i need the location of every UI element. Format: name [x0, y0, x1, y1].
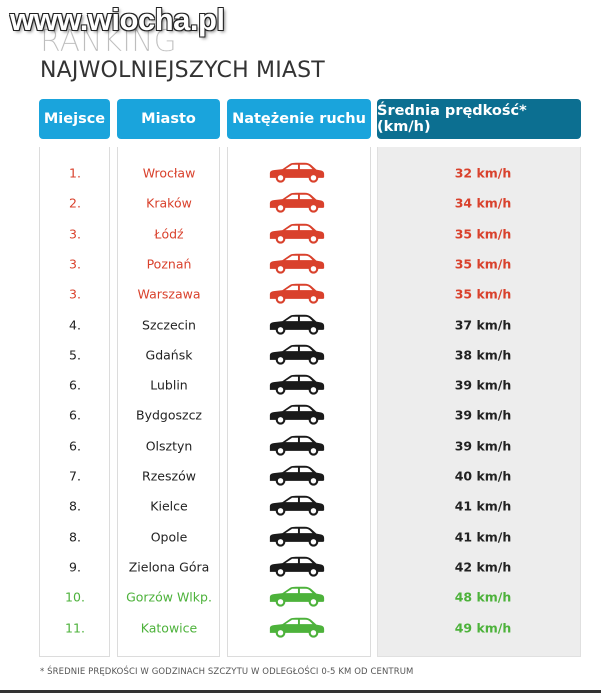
row-speed: 35 km/h	[454, 286, 512, 302]
row-speed: 38 km/h	[454, 347, 512, 363]
row-city: Poznań	[146, 256, 192, 272]
row-speed: 41 km/h	[454, 498, 512, 514]
row-place: 6.	[69, 407, 81, 423]
row-city: Szczecin	[142, 317, 196, 332]
car-black-icon	[266, 524, 328, 548]
row-city: Bydgoszcz	[136, 407, 202, 423]
bottom-divider	[0, 690, 601, 693]
row-place: 11.	[65, 620, 85, 635]
header-traffic: Natężenie ruchu	[227, 99, 371, 139]
row-speed: 48 km/h	[454, 589, 512, 605]
row-speed: 42 km/h	[454, 559, 512, 575]
row-place: 5.	[69, 347, 81, 363]
car-red-icon	[266, 281, 328, 305]
row-speed: 49 km/h	[454, 620, 512, 635]
footnote: * ŚREDNIE PRĘDKOŚCI W GODZINACH SZCZYTU …	[40, 667, 414, 677]
row-city: Gorzów Wlkp.	[126, 589, 212, 605]
row-place: 9.	[69, 559, 81, 575]
row-city: Rzeszów	[142, 468, 196, 484]
car-red-icon	[266, 221, 328, 245]
row-city: Kraków	[146, 195, 192, 211]
car-green-icon	[266, 584, 328, 608]
car-black-icon	[266, 402, 328, 426]
row-city: Łódź	[154, 226, 184, 242]
car-red-icon	[266, 190, 328, 214]
row-city: Lublin	[150, 377, 188, 393]
header-city: Miasto	[117, 99, 220, 139]
row-speed: 35 km/h	[454, 226, 512, 242]
row-city: Warszawa	[137, 286, 201, 302]
row-place: 3.	[69, 226, 81, 242]
row-place: 4.	[69, 317, 81, 332]
row-city: Gdańsk	[145, 347, 193, 363]
column-place	[39, 147, 110, 657]
header-speed: Średnia prędkość* (km/h)	[377, 99, 581, 139]
row-place: 3.	[69, 256, 81, 272]
row-place: 8.	[69, 529, 81, 545]
car-red-icon	[266, 251, 328, 275]
car-green-icon	[266, 615, 328, 639]
car-black-icon	[266, 312, 328, 336]
row-city: Olsztyn	[145, 438, 193, 454]
row-city: Opole	[150, 529, 188, 545]
row-speed: 32 km/h	[454, 165, 512, 181]
row-city: Wrocław	[142, 165, 196, 181]
watermark-logo: www.wiocha.pl	[10, 2, 225, 37]
car-black-icon	[266, 463, 328, 487]
title-ranking: RANKING	[40, 24, 177, 59]
row-place: 6.	[69, 377, 81, 393]
car-black-icon	[266, 372, 328, 396]
row-speed: 39 km/h	[454, 438, 512, 454]
row-speed: 34 km/h	[454, 195, 512, 211]
car-red-icon	[266, 160, 328, 184]
row-speed: 37 km/h	[454, 317, 512, 332]
row-place: 6.	[69, 438, 81, 454]
row-speed: 35 km/h	[454, 256, 512, 272]
row-place: 2.	[69, 195, 81, 211]
column-speed	[377, 147, 581, 657]
row-city: Katowice	[140, 620, 198, 635]
header-place: Miejsce	[39, 99, 110, 139]
row-speed: 40 km/h	[454, 468, 512, 484]
column-city	[117, 147, 220, 657]
row-place: 7.	[69, 468, 81, 484]
row-speed: 39 km/h	[454, 407, 512, 423]
row-place: 3.	[69, 286, 81, 302]
row-place: 8.	[69, 498, 81, 514]
row-place: 1.	[69, 165, 81, 181]
car-black-icon	[266, 342, 328, 366]
row-speed: 41 km/h	[454, 529, 512, 545]
car-black-icon	[266, 554, 328, 578]
row-city: Zielona Góra	[128, 559, 210, 575]
row-speed: 39 km/h	[454, 377, 512, 393]
column-traffic	[227, 147, 371, 657]
row-city: Kielce	[150, 498, 188, 514]
car-black-icon	[266, 493, 328, 517]
page-title: NAJWOLNIEJSZYCH MIAST	[40, 58, 325, 83]
row-place: 10.	[65, 589, 85, 605]
car-black-icon	[266, 433, 328, 457]
